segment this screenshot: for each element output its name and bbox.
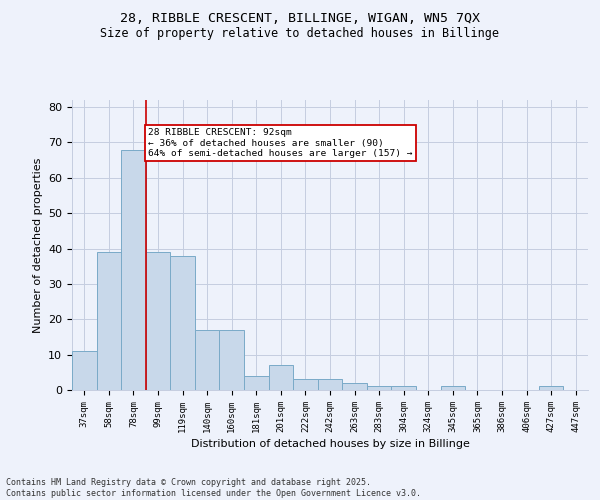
Bar [72, 351, 97, 390]
Bar [97, 252, 121, 390]
Text: Contains HM Land Registry data © Crown copyright and database right 2025.
Contai: Contains HM Land Registry data © Crown c… [6, 478, 421, 498]
Bar [539, 386, 563, 390]
Bar [121, 150, 146, 390]
Bar [170, 256, 195, 390]
Bar [318, 380, 342, 390]
Bar [391, 386, 416, 390]
Bar [244, 376, 269, 390]
Bar [146, 252, 170, 390]
Text: Size of property relative to detached houses in Billinge: Size of property relative to detached ho… [101, 28, 499, 40]
Bar [269, 365, 293, 390]
Y-axis label: Number of detached properties: Number of detached properties [32, 158, 43, 332]
Bar [195, 330, 220, 390]
Bar [367, 386, 391, 390]
Bar [342, 383, 367, 390]
X-axis label: Distribution of detached houses by size in Billinge: Distribution of detached houses by size … [191, 439, 469, 449]
Bar [293, 380, 318, 390]
Text: 28, RIBBLE CRESCENT, BILLINGE, WIGAN, WN5 7QX: 28, RIBBLE CRESCENT, BILLINGE, WIGAN, WN… [120, 12, 480, 26]
Bar [440, 386, 465, 390]
Text: 28 RIBBLE CRESCENT: 92sqm
← 36% of detached houses are smaller (90)
64% of semi-: 28 RIBBLE CRESCENT: 92sqm ← 36% of detac… [148, 128, 413, 158]
Bar [220, 330, 244, 390]
